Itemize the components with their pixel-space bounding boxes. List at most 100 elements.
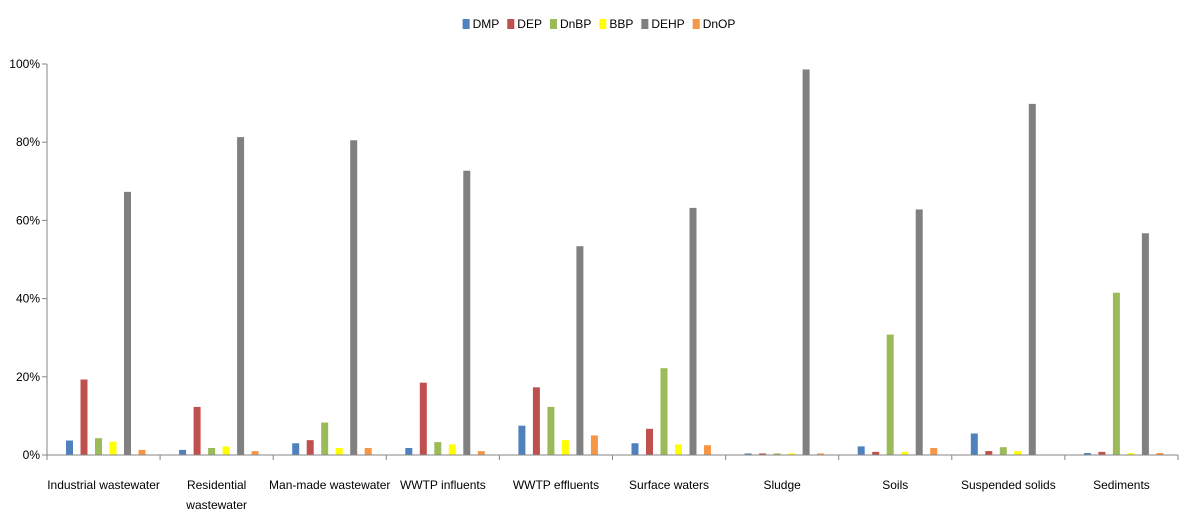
bar [532,387,540,455]
bar [292,443,300,455]
series-DnBP [95,292,1120,455]
bar [434,442,442,455]
bar [1083,453,1091,455]
bar [985,451,993,455]
bar [1127,453,1135,455]
x-tick-label: WWTP effluents [513,478,599,492]
bar [561,440,569,455]
bar [237,137,245,455]
bar [1028,103,1036,455]
legend-item-DMP: DMP [462,17,500,31]
bar [744,453,752,455]
y-tick-label: 40% [16,292,40,306]
series-DEHP [124,69,1149,456]
bar [1014,451,1022,455]
x-tick-label: Sludge [763,478,801,492]
legend-label: DnBP [560,17,591,31]
bar [590,435,598,455]
legend-item-DEHP: DEHP [641,17,685,31]
bars [66,69,1164,456]
bar [704,445,711,455]
y-tick-label: 100% [9,57,40,71]
bar [1141,233,1149,455]
y-axis: 0% 20% 40% 60% 80% 100% [9,57,48,462]
bar [970,433,978,455]
bar [251,451,259,455]
bar [886,334,894,455]
x-tick-label: Sediments [1093,478,1150,492]
bar [80,379,88,455]
bar [915,209,923,455]
x-tick-label: Soils [882,478,908,492]
legend-label: DnOP [703,17,736,31]
legend-label: DMP [473,17,500,31]
legend-swatch [599,19,607,29]
bar [95,438,102,455]
bar [477,451,485,455]
x-tick-label: Surface waters [629,478,709,492]
bar [547,406,555,455]
bar [872,451,880,455]
series-DEP [80,379,1106,455]
legend-swatch [692,19,700,29]
bar [124,191,131,455]
x-tick-label: Residential wastewater [185,478,247,512]
bar [675,444,682,455]
bar [448,444,456,455]
bar [350,140,358,455]
bar [759,453,767,455]
bar [306,440,314,455]
bar [193,406,201,455]
bar [1156,453,1164,455]
bar [138,449,146,455]
legend: DMP DEP DnBP BBP DEHP DnOP [462,17,736,31]
bar [405,447,413,455]
bar [364,447,372,455]
bar [419,382,427,455]
y-tick-label: 20% [16,370,40,384]
legend-label: BBP [609,17,633,31]
bar [222,446,230,455]
legend-swatch [549,19,557,29]
bar [857,446,865,455]
bar [930,447,938,455]
x-tick-label: Man-made wastewater [269,478,390,492]
y-tick-label: 0% [23,448,41,462]
bar [802,69,810,455]
bar [646,428,653,455]
legend-label: DEHP [651,17,684,31]
legend-swatch [507,19,515,29]
bar [689,207,697,455]
series-DnOP [138,435,1164,455]
bar [335,447,343,455]
x-axis: Industrial wastewater Residential wastewat… [46,454,1179,512]
legend-item-DEP: DEP [507,17,542,31]
bar [576,246,584,455]
bar [179,449,187,455]
legend-swatch [641,19,649,29]
series-BBP [109,440,1135,455]
legend-item-DnOP: DnOP [692,17,736,31]
legend-item-DnBP: DnBP [549,17,591,31]
x-tick-label: Industrial wastewater [47,478,160,492]
bar [999,447,1007,455]
bar [463,170,471,456]
x-tick-label: WWTP influents [400,478,486,492]
bar [773,453,781,455]
bar [1112,292,1120,455]
bar [817,453,825,455]
bar [208,447,216,455]
bar [109,441,117,455]
bar [631,443,639,455]
bar [66,440,73,455]
x-tick-label: Suspended solids [961,478,1056,492]
bar [660,368,668,455]
series-DMP [66,425,1091,455]
bar [788,453,796,455]
bar [518,425,526,455]
legend-swatch [462,19,470,29]
legend-item-BBP: BBP [599,17,633,31]
bar [1098,451,1106,455]
y-tick-label: 80% [16,135,40,149]
